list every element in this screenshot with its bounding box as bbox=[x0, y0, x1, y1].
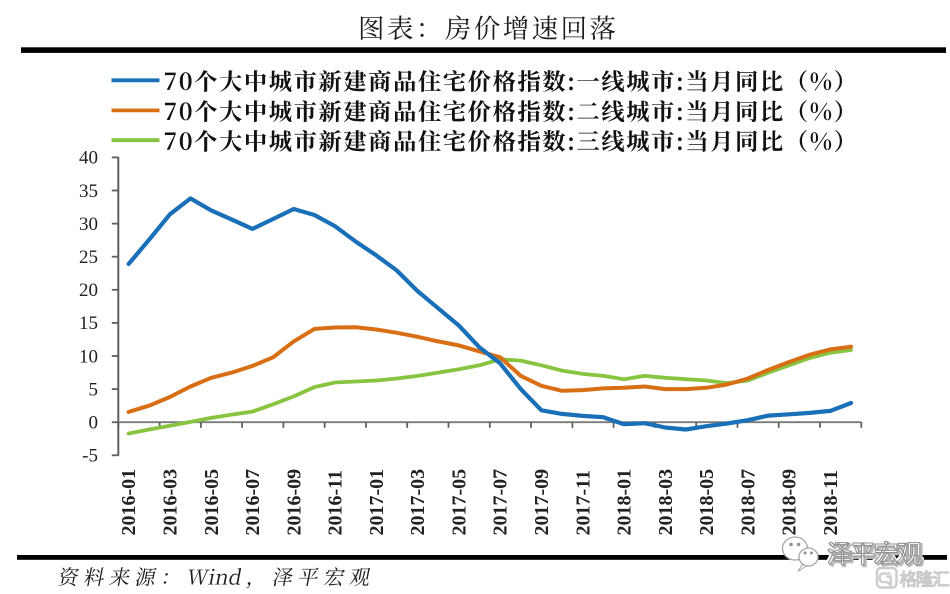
svg-text:2017-05: 2017-05 bbox=[448, 469, 470, 536]
svg-text:-5: -5 bbox=[82, 446, 98, 467]
svg-text:2018-03: 2018-03 bbox=[655, 469, 677, 536]
svg-text:25: 25 bbox=[79, 247, 98, 268]
svg-text:2018-01: 2018-01 bbox=[614, 469, 636, 536]
svg-text:2017-07: 2017-07 bbox=[490, 469, 512, 536]
svg-text:2017-03: 2017-03 bbox=[407, 469, 429, 536]
svg-text:40: 40 bbox=[79, 148, 98, 169]
svg-text:20: 20 bbox=[79, 280, 98, 301]
svg-text:30: 30 bbox=[79, 214, 98, 235]
svg-text:2018-05: 2018-05 bbox=[696, 469, 718, 536]
svg-text:2017-11: 2017-11 bbox=[572, 470, 594, 536]
svg-text:2016-03: 2016-03 bbox=[160, 469, 182, 536]
svg-text:2016-05: 2016-05 bbox=[201, 469, 223, 536]
svg-text:0: 0 bbox=[89, 413, 99, 434]
svg-text:10: 10 bbox=[79, 346, 98, 367]
svg-text:5: 5 bbox=[89, 379, 99, 400]
svg-text:2016-01: 2016-01 bbox=[118, 469, 140, 536]
svg-text:15: 15 bbox=[79, 313, 98, 334]
svg-text:2018-07: 2018-07 bbox=[737, 469, 759, 536]
svg-text:35: 35 bbox=[79, 181, 98, 202]
svg-text:2016-11: 2016-11 bbox=[325, 470, 347, 536]
svg-text:2016-09: 2016-09 bbox=[283, 469, 305, 536]
svg-text:2016-07: 2016-07 bbox=[242, 469, 264, 536]
svg-text:2018-09: 2018-09 bbox=[779, 469, 801, 536]
svg-text:2018-11: 2018-11 bbox=[820, 470, 842, 536]
svg-text:2017-09: 2017-09 bbox=[531, 469, 553, 536]
svg-text:2017-01: 2017-01 bbox=[366, 469, 388, 536]
